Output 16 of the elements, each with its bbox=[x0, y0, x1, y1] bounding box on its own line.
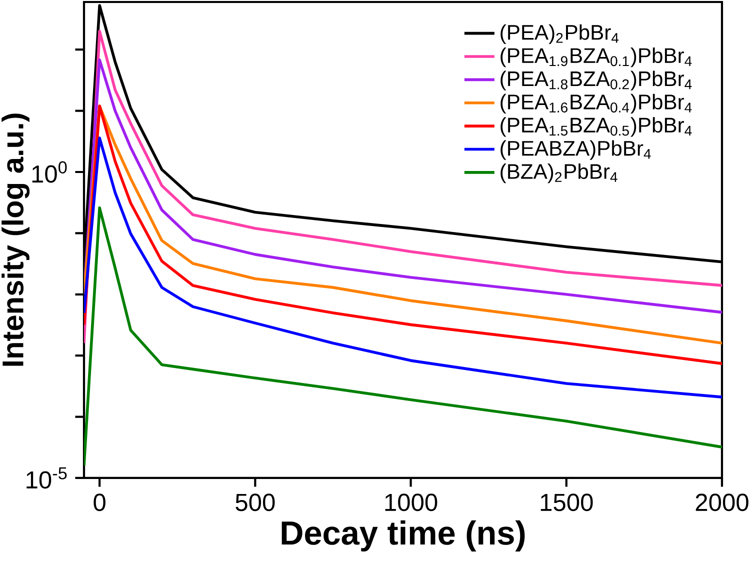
legend-label: (PEA$_{1.9}$BZA$_{0.1}$)PbBr$_{4}$ bbox=[500, 48, 692, 68]
x-tick-label: 1000 bbox=[385, 494, 438, 512]
legend-label: (PEA$_{1.6}$BZA$_{0.4}$)PbBr$_{4}$ bbox=[500, 94, 692, 114]
legend-label: (BZA)$_{2}$PbBr$_{4}$ bbox=[500, 163, 618, 184]
x-tick-label: 2000 bbox=[696, 494, 748, 512]
legend-label: (PEA)$_{2}$PbBr$_{4}$ bbox=[500, 24, 619, 44]
x-axis-title: Decay time (ns) bbox=[282, 520, 525, 552]
x-tick-label: 500 bbox=[236, 494, 275, 512]
y-axis-title: Intensity (log a.u.) bbox=[2, 114, 30, 366]
x-tick-label: 1500 bbox=[540, 494, 593, 512]
y-tick-label: 10$^{-5}$ bbox=[26, 467, 67, 489]
legend-label: (PEA$_{1.5}$BZA$_{0.5}$)PbBr$_{4}$ bbox=[500, 117, 692, 137]
y-tick-label: 10$^{0}$ bbox=[32, 161, 67, 183]
legend-label: (PEA$_{1.8}$BZA$_{0.2}$)PbBr$_{4}$ bbox=[500, 70, 692, 90]
x-tick-label: 0 bbox=[94, 494, 106, 512]
legend-label: (PEABZA)PbBr$_{4}$ bbox=[500, 140, 651, 160]
